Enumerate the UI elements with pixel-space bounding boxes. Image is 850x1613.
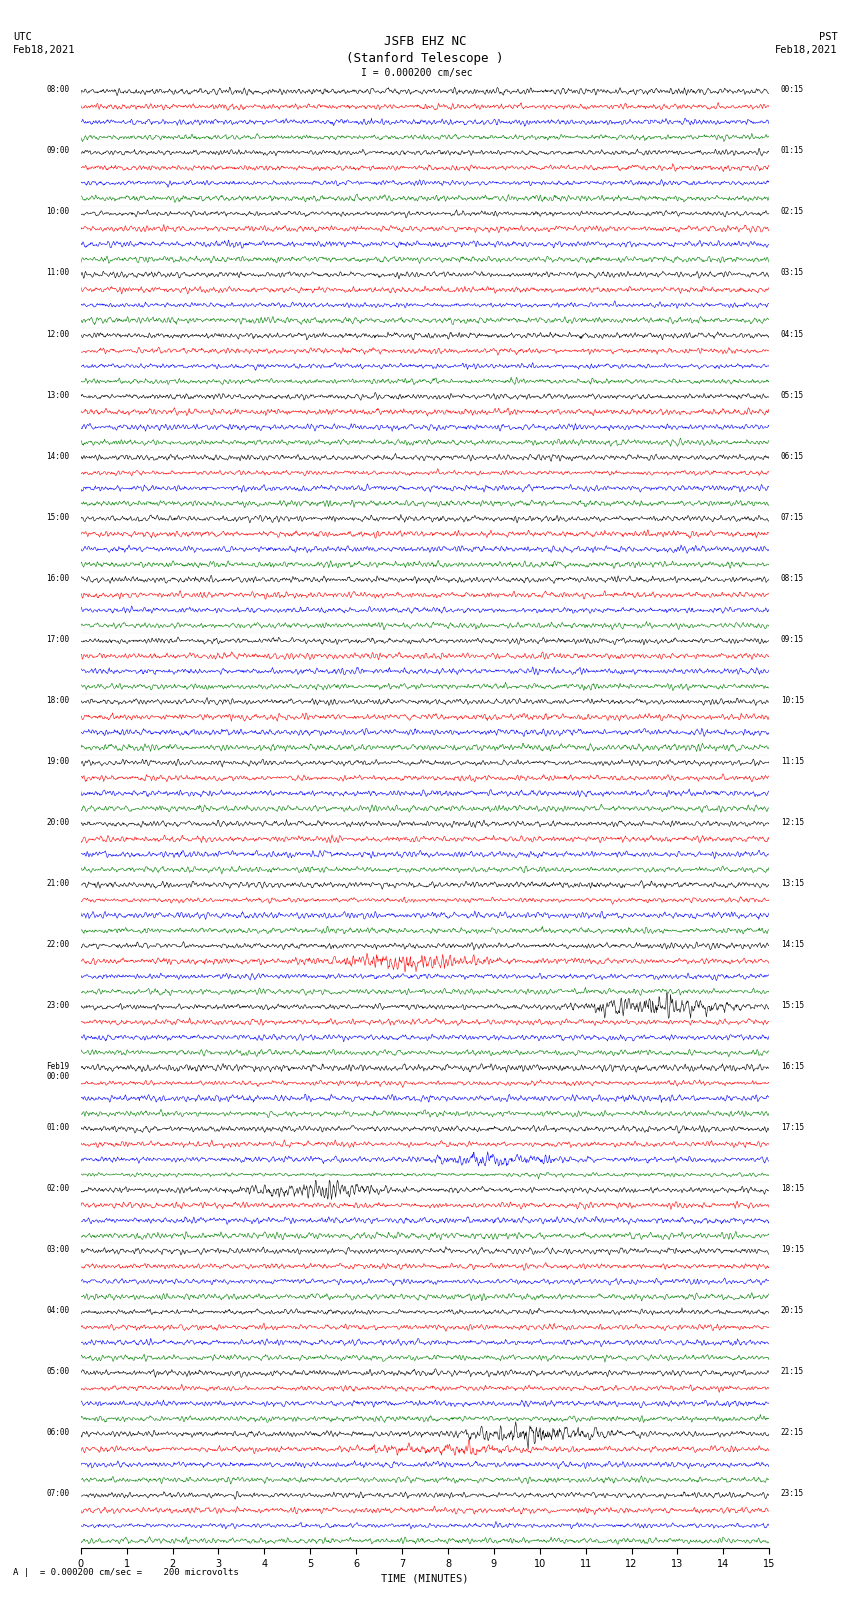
Text: 10:00: 10:00 <box>46 208 70 216</box>
Text: Feb18,2021: Feb18,2021 <box>774 45 837 55</box>
Text: 09:15: 09:15 <box>780 634 804 644</box>
Text: Feb19
00:00: Feb19 00:00 <box>46 1061 70 1081</box>
Text: 23:15: 23:15 <box>780 1489 804 1498</box>
Text: 10:15: 10:15 <box>780 695 804 705</box>
Text: 07:00: 07:00 <box>46 1489 70 1498</box>
Text: 05:00: 05:00 <box>46 1366 70 1376</box>
Text: 18:15: 18:15 <box>780 1184 804 1194</box>
Text: 21:15: 21:15 <box>780 1366 804 1376</box>
Text: 07:15: 07:15 <box>780 513 804 521</box>
Text: 01:15: 01:15 <box>780 147 804 155</box>
Text: 16:00: 16:00 <box>46 574 70 582</box>
Text: 21:00: 21:00 <box>46 879 70 887</box>
Text: 22:00: 22:00 <box>46 940 70 948</box>
Text: 04:00: 04:00 <box>46 1307 70 1315</box>
Text: 17:00: 17:00 <box>46 634 70 644</box>
Text: 01:00: 01:00 <box>46 1123 70 1132</box>
Text: 18:00: 18:00 <box>46 695 70 705</box>
Text: 06:15: 06:15 <box>780 452 804 461</box>
Text: 16:15: 16:15 <box>780 1061 804 1071</box>
Text: 02:15: 02:15 <box>780 208 804 216</box>
Text: 13:15: 13:15 <box>780 879 804 887</box>
Text: 00:15: 00:15 <box>780 85 804 95</box>
Text: 22:15: 22:15 <box>780 1428 804 1437</box>
Text: JSFB EHZ NC: JSFB EHZ NC <box>383 35 467 48</box>
Text: 19:15: 19:15 <box>780 1245 804 1253</box>
Text: A |  = 0.000200 cm/sec =    200 microvolts: A | = 0.000200 cm/sec = 200 microvolts <box>13 1568 239 1578</box>
Text: Feb18,2021: Feb18,2021 <box>13 45 76 55</box>
Text: 12:15: 12:15 <box>780 818 804 827</box>
Text: 14:00: 14:00 <box>46 452 70 461</box>
Text: UTC: UTC <box>13 32 31 42</box>
Text: 08:00: 08:00 <box>46 85 70 95</box>
Text: (Stanford Telescope ): (Stanford Telescope ) <box>346 52 504 65</box>
Text: PST: PST <box>819 32 837 42</box>
Text: 19:00: 19:00 <box>46 756 70 766</box>
Text: I = 0.000200 cm/sec: I = 0.000200 cm/sec <box>360 68 473 77</box>
Text: 13:00: 13:00 <box>46 390 70 400</box>
Text: 23:00: 23:00 <box>46 1000 70 1010</box>
Text: 03:00: 03:00 <box>46 1245 70 1253</box>
Text: 17:15: 17:15 <box>780 1123 804 1132</box>
Text: 12:00: 12:00 <box>46 329 70 339</box>
Text: 06:00: 06:00 <box>46 1428 70 1437</box>
Text: 04:15: 04:15 <box>780 329 804 339</box>
Text: 09:00: 09:00 <box>46 147 70 155</box>
Text: 15:15: 15:15 <box>780 1000 804 1010</box>
Text: 03:15: 03:15 <box>780 268 804 277</box>
Text: 11:00: 11:00 <box>46 268 70 277</box>
X-axis label: TIME (MINUTES): TIME (MINUTES) <box>382 1573 468 1582</box>
Text: 08:15: 08:15 <box>780 574 804 582</box>
Text: 02:00: 02:00 <box>46 1184 70 1194</box>
Text: 05:15: 05:15 <box>780 390 804 400</box>
Text: 20:15: 20:15 <box>780 1307 804 1315</box>
Text: 20:00: 20:00 <box>46 818 70 827</box>
Text: 11:15: 11:15 <box>780 756 804 766</box>
Text: 15:00: 15:00 <box>46 513 70 521</box>
Text: 14:15: 14:15 <box>780 940 804 948</box>
